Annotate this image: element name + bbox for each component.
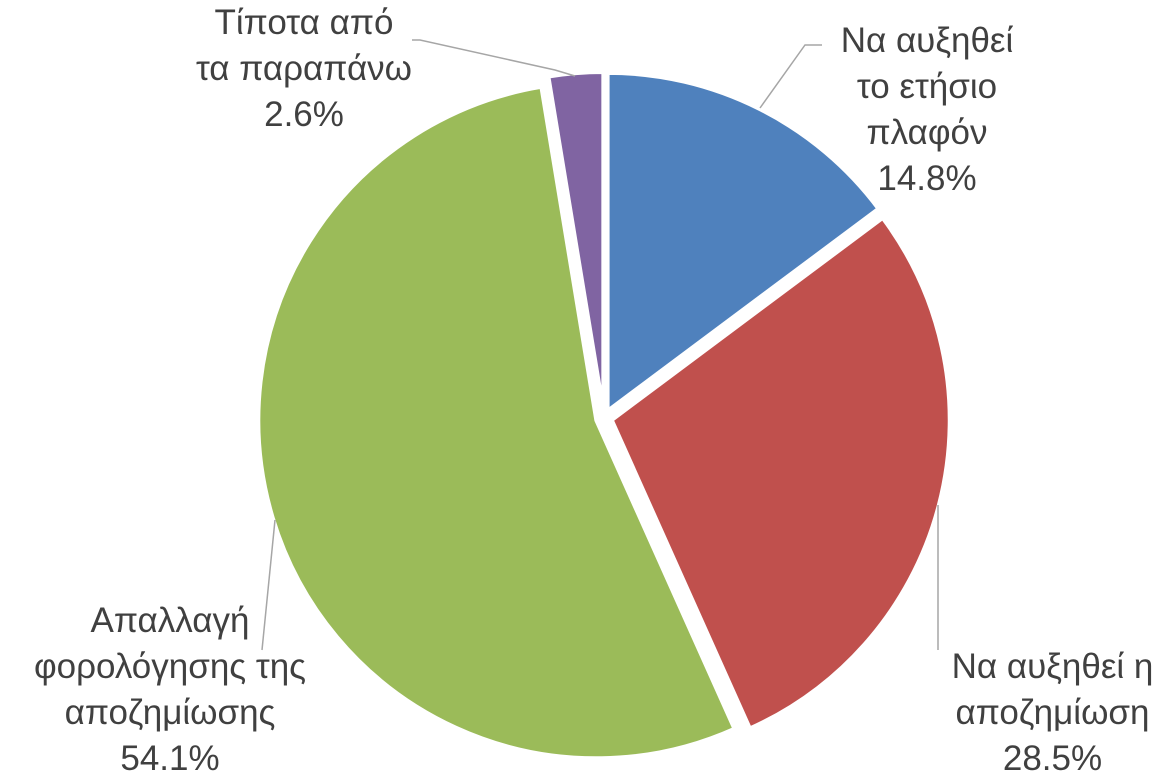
category-label: Τίποτα από τα παραπάνω <box>195 3 413 88</box>
pie-slice <box>546 70 606 413</box>
category-label: Να αυξηθεί το ετήσιο πλαφόν <box>840 21 1014 152</box>
value-label: 54.1% <box>120 739 220 778</box>
slice-label: Να αυξηθεί η αποζημίωση 28.5% <box>935 644 1170 782</box>
slice-label: Τίποτα από τα παραπάνω 2.6% <box>195 0 413 138</box>
leader-line <box>412 39 576 77</box>
value-label: 28.5% <box>1002 739 1103 778</box>
category-label: Να αυξηθεί η αποζημίωση <box>951 647 1154 732</box>
slice-label: Απαλλαγή φορολόγησης της αποζημίωσης 54.… <box>5 598 335 782</box>
slice-label: Να αυξηθεί το ετήσιο πλαφόν 14.8% <box>822 18 1032 202</box>
value-label: 2.6% <box>264 95 344 134</box>
pie-slice <box>256 84 737 761</box>
pie-slice <box>605 70 881 413</box>
category-label: Απαλλαγή φορολόγησης της αποζημίωσης <box>33 601 307 732</box>
value-label: 14.8% <box>877 159 977 198</box>
leader-line <box>261 519 276 651</box>
leader-line <box>759 44 822 109</box>
pie-slice <box>609 215 952 731</box>
